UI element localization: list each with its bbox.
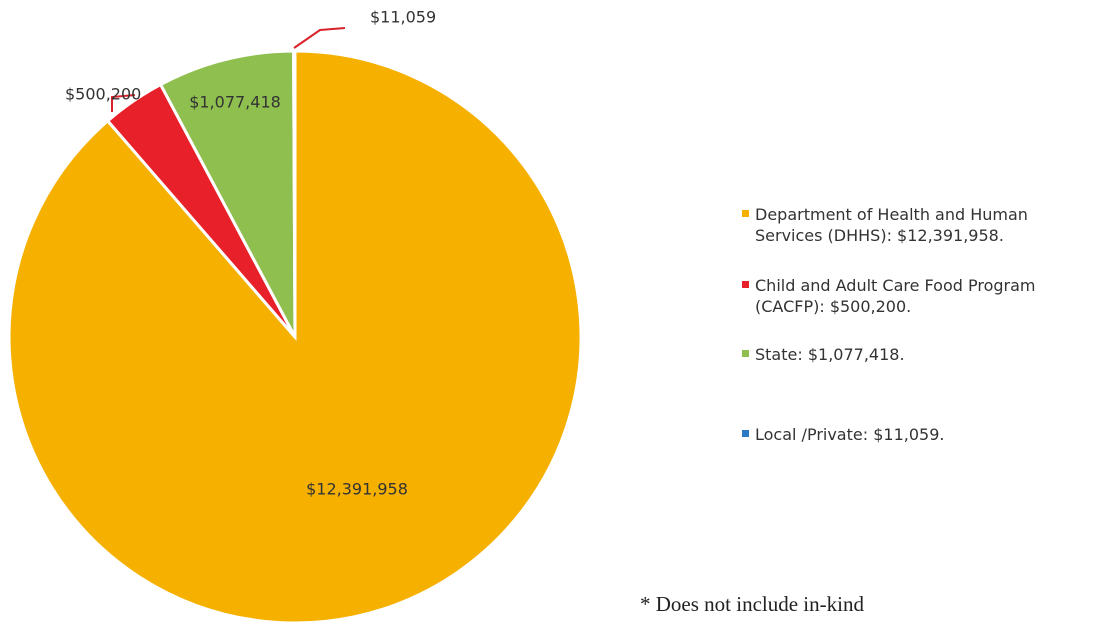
legend-entry: Department of Health and Human Services … [742, 204, 1087, 246]
legend-label: State: $1,077,418. [755, 345, 905, 364]
annotation: * Does not include in-kind [640, 592, 864, 616]
pie-slice [292, 49, 297, 338]
legend-label: Department of Health and Human Services … [755, 205, 1028, 245]
leader-line [293, 27, 346, 49]
data-label: $500,200 [65, 85, 141, 104]
legend-entry: Local /Private: $11,059. [742, 424, 1087, 445]
leader-line [111, 94, 136, 112]
legend-swatch [742, 210, 749, 217]
legend-swatch [742, 281, 749, 288]
legend-entry: State: $1,077,418. [742, 344, 1087, 365]
legend-swatch [742, 430, 749, 437]
legend-label: Local /Private: $11,059. [755, 425, 945, 444]
pie-slice [158, 49, 297, 338]
legend-swatch [742, 350, 749, 357]
data-label: $12,391,958 [306, 480, 408, 499]
data-label: $11,059 [370, 8, 436, 27]
data-label: $1,077,418 [189, 93, 281, 112]
legend-entry: Child and Adult Care Food Program (CACFP… [742, 275, 1087, 317]
legend-label: Child and Adult Care Food Program (CACFP… [755, 276, 1036, 316]
